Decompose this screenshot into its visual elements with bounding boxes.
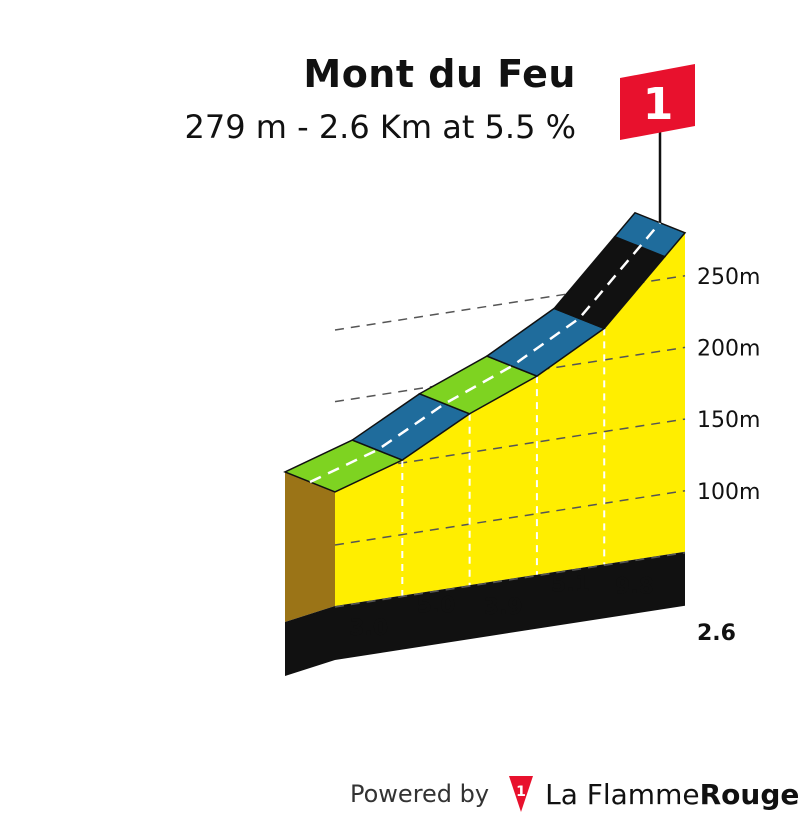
gradient-label-1: 3.0: [349, 616, 388, 641]
climb-title: Mont du Feu: [303, 52, 576, 96]
elevation-label-200: 200m: [697, 336, 760, 361]
powered-by-footer: Powered by 1 La FlammeRouge: [350, 772, 799, 816]
km-label-1.5: 1.5: [517, 640, 556, 665]
gradient-label-2: 5.0: [416, 593, 455, 618]
km-label-2.0: 2.0: [585, 629, 624, 654]
elevation-label-250: 250m: [697, 265, 760, 290]
brand-suffix: Rouge: [699, 777, 800, 811]
profile-face: [335, 232, 685, 606]
elevation-label-150: 150m: [697, 408, 760, 433]
road-centre-line: [309, 221, 661, 484]
gradient-label-5: 9.8: [615, 575, 654, 600]
climb-category-label: 1: [643, 79, 674, 130]
gradient-label-4: 5.1: [551, 572, 590, 597]
gridline-base: [334, 552, 686, 608]
km-label-end: 2.6: [697, 621, 736, 646]
gridline-100: [334, 490, 686, 546]
flame-logo-icon: 1: [509, 776, 534, 812]
elevation-label-100: 100m: [697, 480, 760, 505]
climb-category-flag: [620, 64, 695, 140]
powered-by-label: Powered by: [350, 780, 490, 808]
km-label-1.0: 1.0: [450, 650, 489, 675]
brand-name: La FlammeRouge: [545, 778, 799, 811]
gridline-150: [334, 418, 686, 475]
climb-summary: 279 m - 2.6 Km at 5.5 %: [184, 108, 577, 146]
distance-band-side: [285, 606, 335, 676]
km-label-0.5: 0.5: [383, 661, 422, 686]
gradient-label-3: 3.9: [484, 595, 523, 620]
brand-prefix: La Flamme: [545, 777, 700, 811]
profile-side-wall: [285, 471, 335, 622]
flame-logo-text: 1: [516, 784, 526, 800]
distance-band: [335, 551, 685, 660]
